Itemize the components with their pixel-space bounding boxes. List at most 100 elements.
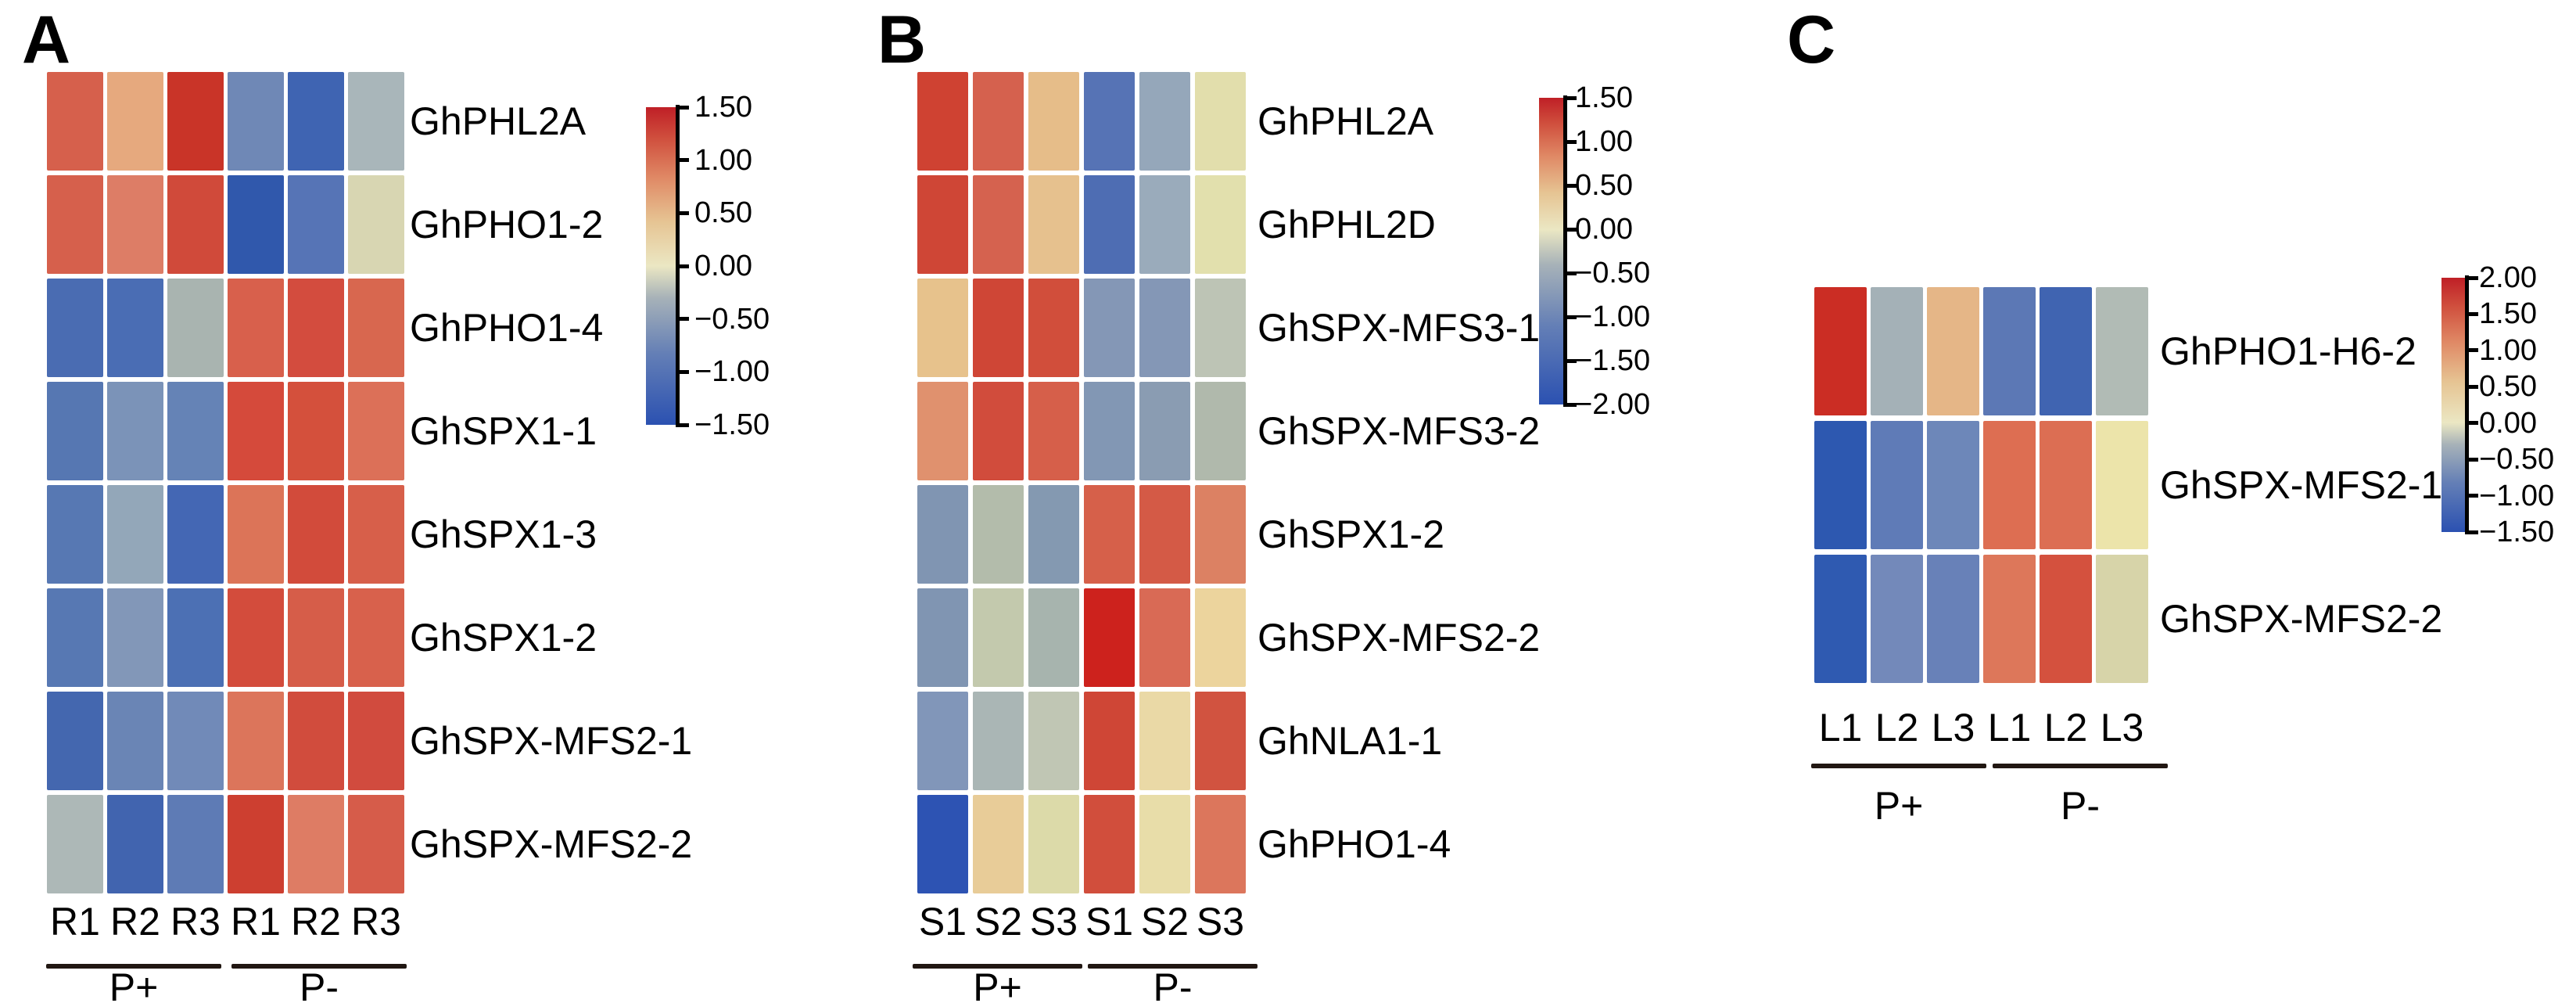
heatmap-cell — [288, 72, 344, 171]
column-label: L1 — [1818, 706, 1863, 750]
heatmap-cell — [1028, 175, 1079, 274]
colorbar-tick — [679, 264, 689, 268]
colorbar-tick-label: −2.00 — [1575, 388, 1651, 421]
column-label: R1 — [231, 900, 281, 944]
colorbar-tick-label: 0.50 — [1575, 169, 1633, 202]
colorbar-tick-label: −1.50 — [694, 408, 770, 441]
heatmap-cell — [228, 485, 284, 584]
heatmap-cell — [973, 72, 1024, 171]
column-label: R3 — [351, 900, 401, 944]
gene-label: GhSPX-MFS2-1 — [410, 719, 693, 763]
heatmap-cell — [1195, 485, 1246, 584]
heatmap-cell — [348, 279, 404, 377]
group-label: P+ — [1874, 784, 1924, 828]
heatmap-cell — [917, 795, 968, 893]
heatmap-cell — [917, 588, 968, 687]
group-underline — [1993, 764, 2168, 768]
heatmap-cell — [1983, 421, 2036, 549]
heatmap-cell — [1084, 175, 1135, 274]
panel-a-letter: A — [22, 2, 71, 77]
heatmap-cell — [1814, 287, 1867, 415]
gene-label: GhNLA1-1 — [1258, 719, 1443, 763]
heatmap-cell — [1028, 692, 1079, 790]
heatmap-cell — [1195, 588, 1246, 687]
group-label: P- — [300, 965, 339, 1003]
colorbar-tick-label: −1.50 — [2479, 516, 2555, 548]
gene-label: GhSPX1-2 — [1258, 512, 1445, 556]
heatmap-cell — [348, 485, 404, 584]
colorbar-tick-label: 1.50 — [1575, 81, 1633, 114]
colorbar-tick — [1566, 358, 1577, 363]
heatmap-cell — [167, 382, 224, 480]
column-label: L1 — [1987, 706, 2032, 750]
colorbar-tick — [679, 422, 689, 427]
panel-c-letter: C — [1787, 2, 1836, 77]
heatmap-cell — [1927, 555, 1979, 683]
heatmap-cell — [47, 795, 103, 893]
heatmap-cell — [1195, 795, 1246, 893]
heatmap-cell — [1139, 279, 1190, 377]
colorbar-tick-label: −0.50 — [694, 302, 770, 336]
heatmap-cell — [167, 588, 224, 687]
heatmap-cell — [228, 279, 284, 377]
column-label: S3 — [1196, 900, 1245, 944]
gene-label: GhSPX-MFS2-2 — [410, 822, 693, 866]
heatmap-cell — [47, 279, 103, 377]
heatmap-cell — [228, 692, 284, 790]
heatmap-cell — [1871, 421, 1923, 549]
heatmap-cell — [2096, 421, 2148, 549]
gene-label: GhPHL2D — [1258, 203, 1436, 246]
gene-label: GhSPX1-3 — [410, 512, 597, 556]
colorbar-tick-label: 1.00 — [2479, 333, 2537, 367]
colorbar-tick — [2468, 275, 2478, 280]
colorbar — [646, 107, 676, 425]
colorbar-tick-label: 1.00 — [694, 143, 752, 177]
group-underline — [913, 964, 1082, 969]
gene-label: GhPHO1-2 — [410, 203, 604, 246]
heatmap-cell — [167, 485, 224, 584]
group-label: P+ — [109, 965, 159, 1003]
column-label: L3 — [2100, 706, 2144, 750]
colorbar-tick-label: −1.00 — [694, 355, 770, 389]
colorbar-tick-label: −1.00 — [2479, 479, 2555, 512]
colorbar-tick — [2468, 384, 2478, 389]
colorbar — [2441, 278, 2466, 532]
group-underline — [46, 964, 221, 969]
colorbar-tick — [1566, 183, 1577, 188]
column-label: S1 — [1085, 900, 1134, 944]
heatmap-cell — [1139, 485, 1190, 584]
gene-label: GhSPX1-1 — [410, 409, 597, 453]
colorbar-tick — [2468, 457, 2478, 462]
heatmap-cell — [288, 382, 344, 480]
heatmap-cell — [228, 72, 284, 171]
heatmap-cell — [167, 72, 224, 171]
heatmap-cell — [167, 692, 224, 790]
colorbar-tick — [1566, 315, 1577, 319]
column-label: R1 — [50, 900, 100, 944]
colorbar-tick — [2468, 421, 2478, 426]
gene-label: GhPHO1-H6-2 — [2160, 329, 2416, 373]
heatmap-cell — [107, 382, 163, 480]
column-label: R3 — [170, 900, 221, 944]
heatmap-cell — [288, 485, 344, 584]
heatmap-cell — [47, 175, 103, 274]
heatmap-cell — [1028, 485, 1079, 584]
colorbar-tick — [2468, 530, 2478, 534]
heatmap-cell — [1983, 555, 2036, 683]
colorbar-axis — [676, 105, 680, 427]
heatmap-cell — [47, 692, 103, 790]
colorbar-tick-label: 1.50 — [694, 91, 752, 124]
heatmap-cell — [917, 72, 968, 171]
colorbar-tick — [1566, 227, 1577, 232]
heatmap-cell — [1195, 175, 1246, 274]
colorbar-tick-label: 0.00 — [1575, 213, 1633, 246]
colorbar-tick-label: −1.50 — [1575, 344, 1651, 377]
colorbar — [1539, 98, 1564, 404]
colorbar-tick-label: 2.00 — [2479, 261, 2537, 294]
heatmap-cell — [107, 72, 163, 171]
heatmap-cell — [228, 795, 284, 893]
heatmap-cell — [288, 588, 344, 687]
heatmap-cell — [2040, 421, 2092, 549]
heatmap-cell — [1084, 692, 1135, 790]
colorbar-axis — [2465, 275, 2469, 534]
